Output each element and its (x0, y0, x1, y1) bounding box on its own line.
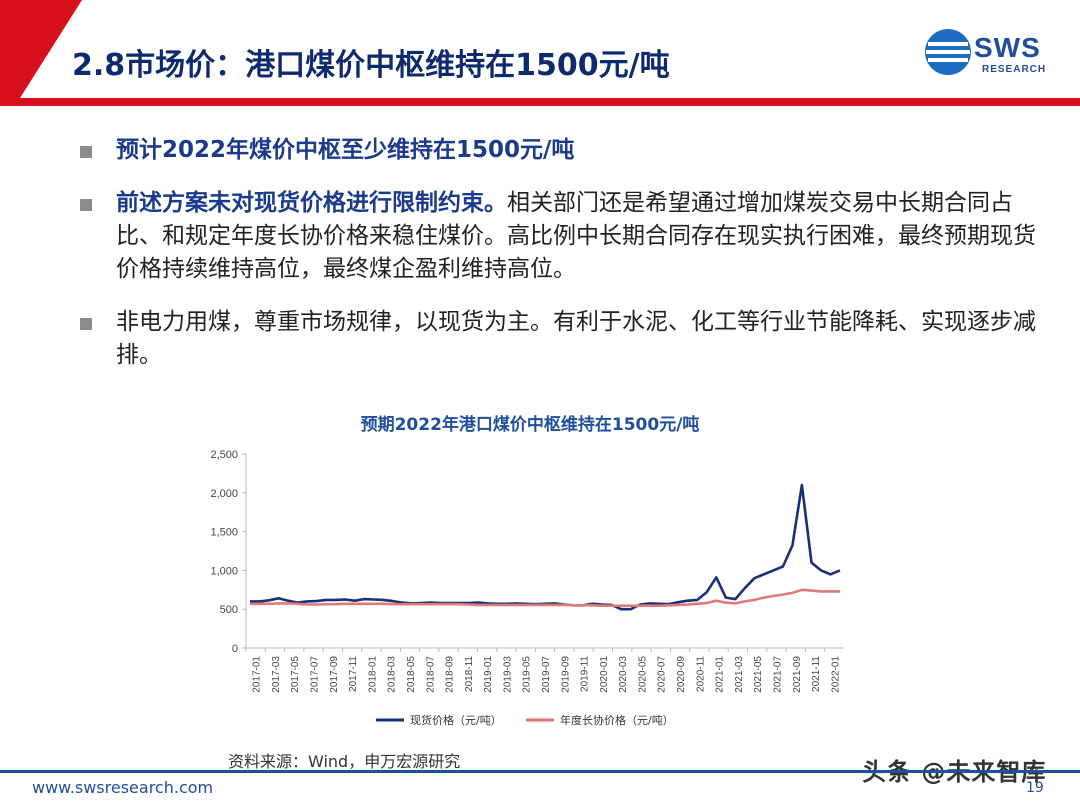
x-tick-label: 2021-07 (772, 656, 783, 693)
footer-url[interactable]: www.swsresearch.com (32, 778, 214, 797)
x-tick-label: 2019-03 (502, 656, 513, 693)
y-tick-label: 500 (220, 604, 238, 616)
page-number: 19 (1026, 780, 1044, 796)
legend-label-2: 年度长协价格（元/吨） (560, 713, 674, 727)
y-tick-label: 0 (232, 643, 238, 655)
x-tick-label: 2017-09 (329, 656, 340, 693)
bullet-1: 预计2022年煤价中枢至少维持在1500元/吨 (80, 134, 1040, 167)
x-tick-label: 2021-09 (792, 656, 803, 693)
bullet-2: 前述方案未对现货价格进行限制约束。相关部门还是希望通过增加煤炭交易中长期合同占比… (80, 187, 1040, 286)
x-tick-label: 2022-01 (830, 656, 841, 693)
bullet-3-text: 非电力用煤，尊重市场规律，以现货为主。有利于水泥、化工等行业节能降耗、实现逐步减… (116, 309, 1036, 368)
x-tick-label: 2021-01 (715, 656, 726, 693)
sws-logo: SWS RESEARCH (924, 26, 1064, 82)
x-tick-label: 2020-05 (637, 656, 648, 693)
series-line-1 (250, 483, 841, 611)
bullet-2-text: 相关部门还是希望通过增加煤炭交易中长期合同占比、和规定年度长协价格来稳住煤价。高… (116, 190, 1036, 282)
x-tick-label: 2020-01 (599, 656, 610, 693)
x-tick-label: 2017-01 (252, 656, 263, 693)
sws-globe-icon (925, 29, 971, 75)
x-tick-label: 2019-11 (580, 656, 591, 692)
x-tick-label: 2019-07 (541, 656, 552, 693)
x-tick-label: 2018-03 (387, 656, 398, 693)
x-tick-label: 2017-11 (348, 656, 359, 692)
chart-title: 预期2022年港口煤价中枢维持在1500元/吨 (360, 415, 700, 435)
x-tick-label: 2018-07 (425, 656, 436, 693)
slide-title: 2.8市场价：港口煤价中枢维持在1500元/吨 (72, 48, 670, 83)
x-tick-label: 2018-09 (445, 656, 456, 693)
bullet-3: 非电力用煤，尊重市场规律，以现货为主。有利于水泥、化工等行业节能降耗、实现逐步减… (80, 306, 1040, 372)
x-tick-label: 2021-03 (734, 656, 745, 693)
x-tick-label: 2021-05 (753, 656, 764, 693)
x-tick-label: 2021-11 (811, 656, 822, 692)
x-tick-label: 2018-01 (367, 656, 378, 693)
y-tick-label: 2,500 (210, 449, 238, 461)
x-tick-label: 2019-05 (522, 656, 533, 693)
y-tick-label: 1,000 (210, 565, 238, 577)
coal-price-chart: 0 500 1,000 1,500 2,000 2,500 2017-01 2017-03 20… (210, 449, 844, 727)
x-tick-label: 2019-01 (483, 656, 494, 693)
legend-label-1: 现货价格（元/吨） (410, 713, 502, 727)
x-tick-label: 2020-07 (657, 656, 668, 693)
y-tick-label: 1,500 (210, 527, 238, 539)
source-note: 资料来源：Wind，申万宏源研究 (228, 752, 461, 771)
title-red-corner (0, 0, 70, 96)
x-tick-label: 2018-05 (406, 656, 417, 693)
footer-divider (0, 770, 1080, 773)
logo-subtitle: RESEARCH (982, 64, 1047, 75)
bullet-square-icon (80, 318, 92, 330)
bullet-square-icon (80, 199, 92, 211)
x-tick-label: 2019-09 (560, 656, 571, 693)
bullet-1-emphasis: 预计2022年煤价中枢至少维持在1500元/吨 (116, 137, 575, 163)
x-tick-label: 2020-03 (618, 656, 629, 693)
bullet-square-icon (80, 146, 92, 158)
x-tick-label: 2018-11 (464, 656, 475, 692)
title-bar (0, 0, 1080, 106)
x-tick-label: 2020-09 (676, 656, 687, 693)
x-tick-label: 2020-11 (695, 656, 706, 692)
x-tick-label: 2017-05 (290, 656, 301, 693)
bullet-2-emphasis: 前述方案未对现货价格进行限制约束。 (116, 190, 507, 216)
x-tick-label: 2017-03 (271, 656, 282, 693)
series-line-2 (250, 588, 840, 607)
logo-wordmark: SWS (974, 32, 1041, 63)
x-tick-label: 2017-07 (310, 656, 321, 693)
y-tick-label: 2,000 (210, 488, 238, 500)
bullet-list: 预计2022年煤价中枢至少维持在1500元/吨 前述方案未对现货价格进行限制约束… (80, 134, 1040, 392)
